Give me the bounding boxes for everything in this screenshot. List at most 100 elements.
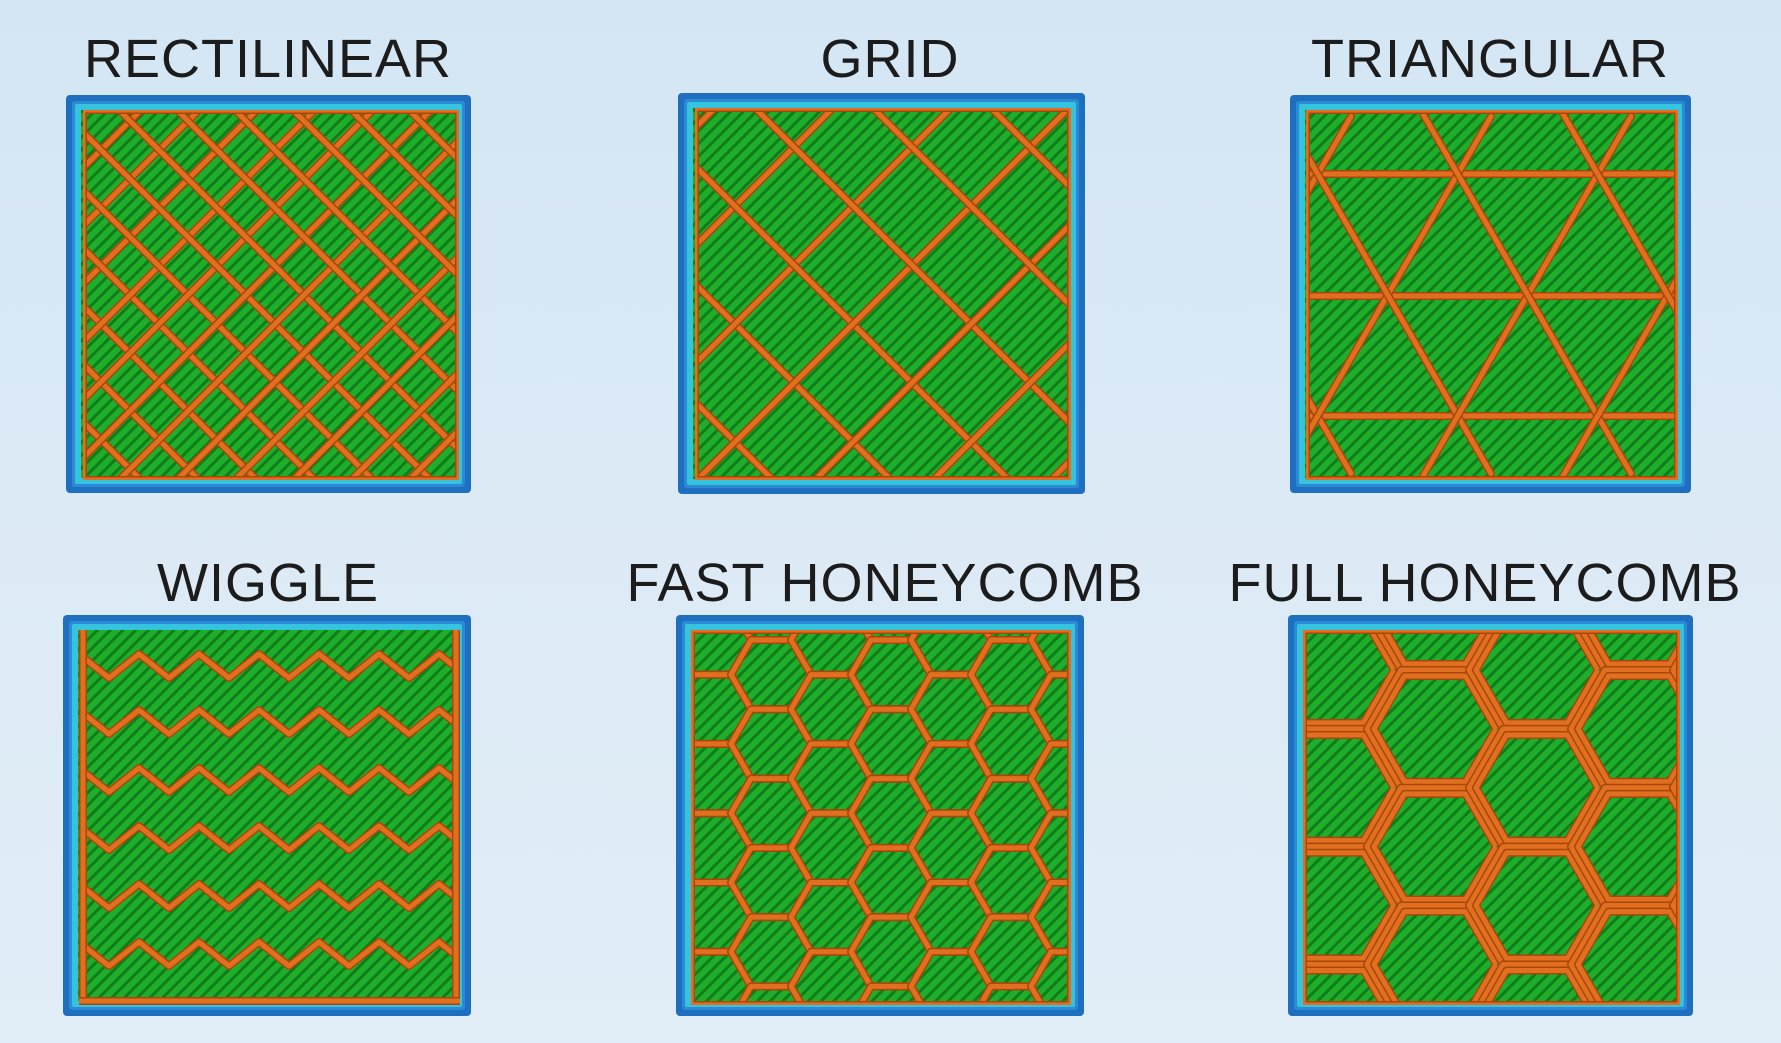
infill-path-edge xyxy=(1578,1029,1700,1043)
infill-line xyxy=(290,310,459,480)
infill-path-edge xyxy=(1476,499,1598,605)
infill-path xyxy=(1091,640,1171,709)
infill-path xyxy=(911,536,991,605)
infill-path xyxy=(1670,652,1680,688)
infill-path xyxy=(1163,552,1299,670)
infill-path-edge xyxy=(1163,906,1299,1024)
infill-path xyxy=(1680,971,1781,1043)
infill-path xyxy=(1091,917,1171,986)
infill-path xyxy=(671,536,751,605)
title-rectilinear: RECTILINEAR xyxy=(83,29,453,89)
infill-line xyxy=(348,368,459,480)
infill-path-edge xyxy=(1676,897,1680,914)
infill-path xyxy=(1170,676,1292,782)
infill-line xyxy=(695,108,1071,480)
infill-path xyxy=(1374,1029,1496,1043)
infill-path xyxy=(1371,673,1499,785)
infill-path-edge xyxy=(1673,493,1781,611)
infill-line xyxy=(83,302,260,480)
infill-line xyxy=(812,220,1071,480)
infill-path-edge xyxy=(1170,912,1292,1018)
infill-line xyxy=(83,110,318,346)
infill-path-edge xyxy=(1163,552,1299,670)
infill-triangular xyxy=(1306,110,1678,480)
infill-path-edge xyxy=(911,536,991,605)
title-triangular: TRIANGULAR xyxy=(1310,29,1670,89)
infill-path xyxy=(1170,1029,1292,1043)
infill-patterns xyxy=(79,108,1781,1043)
infill-path xyxy=(79,651,460,681)
infill-fast-honeycomb xyxy=(671,536,1171,1043)
infill-path-edge xyxy=(1091,571,1171,640)
infill-path xyxy=(1303,732,1397,844)
infill-path xyxy=(791,1021,871,1043)
infill-path xyxy=(1473,732,1601,844)
infill-line xyxy=(930,338,1071,480)
infill-path xyxy=(1476,499,1598,605)
infill-path-edge xyxy=(1091,709,1171,778)
infill-full-honeycomb xyxy=(1163,493,1781,1043)
infill-line xyxy=(116,136,459,480)
infill-path xyxy=(1483,968,1591,1005)
infill-path xyxy=(1473,850,1601,961)
infill-line xyxy=(870,108,1071,310)
infill-line xyxy=(1306,114,1354,200)
infill-line xyxy=(232,252,459,480)
infill-path xyxy=(1303,630,1397,726)
infill-path xyxy=(1371,791,1499,902)
infill-path-edge xyxy=(1163,1023,1299,1043)
infill-path-edge xyxy=(1367,1023,1503,1043)
infill-path xyxy=(1163,1023,1299,1043)
infill-path-edge xyxy=(1265,493,1401,611)
infill-path xyxy=(1031,536,1111,605)
infill-path xyxy=(1575,909,1680,1005)
infill-path-edge xyxy=(1091,848,1171,917)
infill-line xyxy=(695,398,776,480)
infill-path-edge xyxy=(791,536,871,605)
solid-fill xyxy=(81,110,456,478)
infill-path xyxy=(1028,672,1071,747)
infill-path xyxy=(1670,770,1680,805)
infill-path xyxy=(79,881,460,911)
infill-path-edge xyxy=(671,1021,751,1043)
infill-path xyxy=(1382,630,1488,667)
infill-path-edge xyxy=(1374,1029,1496,1043)
infill-path xyxy=(1586,630,1680,667)
infill-path-edge xyxy=(1091,640,1171,709)
infill-path-edge xyxy=(1170,676,1292,782)
infill-path xyxy=(1091,709,1171,778)
infill-path xyxy=(1571,1023,1707,1043)
infill-path-edge xyxy=(791,1021,871,1043)
infill-line xyxy=(695,280,894,480)
infill-path xyxy=(671,1021,751,1043)
infill-line xyxy=(83,360,202,480)
infill-path-edge xyxy=(1091,986,1171,1043)
infill-line xyxy=(1557,272,1678,480)
infill-grid xyxy=(695,108,1071,480)
infill-path xyxy=(1091,571,1171,640)
infill-line xyxy=(1306,390,1354,476)
infill-path xyxy=(1163,788,1299,906)
panel-fast-honeycomb xyxy=(676,615,1084,1016)
infill-path xyxy=(1473,630,1601,726)
title-wiggle: WIGGLE xyxy=(156,553,380,613)
infill-path-edge xyxy=(1469,493,1605,611)
infill-path xyxy=(1091,986,1171,1043)
infill-path-edge xyxy=(1272,499,1394,605)
infill-path xyxy=(79,823,460,853)
infill-path xyxy=(1677,782,1680,793)
infill-path-edge xyxy=(1676,661,1680,679)
infill-path xyxy=(1163,906,1299,1024)
infill-path xyxy=(1469,493,1605,611)
infill-line xyxy=(83,110,434,462)
infill-path xyxy=(1091,779,1171,848)
infill-path xyxy=(1371,909,1499,1005)
infill-path xyxy=(1673,493,1781,611)
infill-path xyxy=(1303,968,1387,1005)
infill-line xyxy=(988,108,1071,192)
infill-line xyxy=(1417,110,1634,476)
infill-line xyxy=(83,110,202,230)
infill-path xyxy=(1677,664,1680,676)
